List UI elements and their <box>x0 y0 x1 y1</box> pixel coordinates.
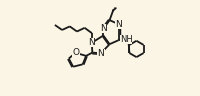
Text: N: N <box>88 38 95 47</box>
Text: N: N <box>98 49 104 58</box>
Text: O: O <box>72 48 80 57</box>
Text: NH: NH <box>120 35 132 44</box>
Text: N: N <box>115 20 122 29</box>
Text: N: N <box>100 24 107 33</box>
Text: /: / <box>113 7 115 12</box>
